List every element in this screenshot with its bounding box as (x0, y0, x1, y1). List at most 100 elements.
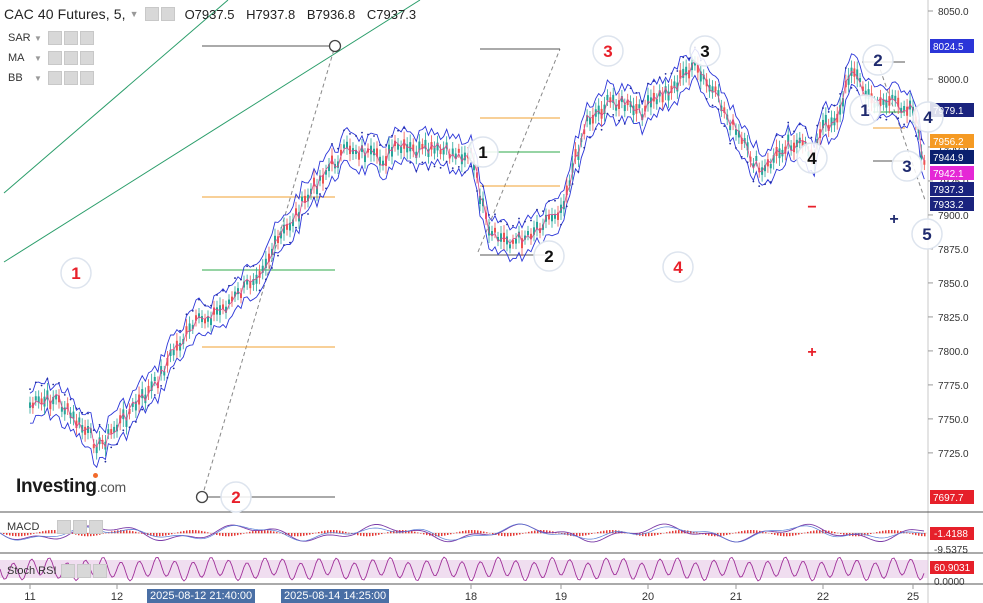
macd-histogram-bar (735, 532, 737, 534)
macd-histogram-bar (315, 532, 317, 534)
candle-body (430, 142, 433, 150)
sar-dot (530, 219, 532, 222)
candle-body (89, 428, 92, 433)
macd-histogram-bar (699, 533, 701, 534)
eye-icon[interactable] (144, 7, 159, 21)
indicator-ma[interactable]: MA ▼ (8, 51, 96, 65)
sar-dot (885, 118, 888, 121)
sar-dot (104, 460, 107, 463)
candle-body (301, 196, 303, 202)
macd-histogram-bar (915, 533, 917, 536)
sar-dot (439, 166, 442, 169)
macd-histogram-bar (372, 533, 374, 536)
stoch-panel-label[interactable]: Stoch RSI (7, 564, 109, 578)
eye-icon[interactable] (47, 51, 62, 65)
sar-dot (391, 134, 393, 137)
macd-histogram-bar (744, 530, 746, 534)
macd-histogram-bar (165, 533, 167, 536)
macd-panel-label[interactable]: MACD (7, 520, 105, 534)
macd-histogram-bar (654, 533, 656, 536)
macd-histogram-bar (483, 531, 485, 534)
candle-body (583, 129, 586, 135)
macd-histogram-bar (666, 532, 668, 534)
candle-body (676, 82, 679, 92)
indicator-bb[interactable]: BB ▼ (8, 71, 96, 85)
eye-icon[interactable] (47, 71, 62, 85)
macd-histogram-bar (417, 532, 419, 534)
close-icon[interactable] (89, 520, 104, 534)
anchor-point (328, 39, 342, 53)
settings-icon[interactable] (63, 51, 78, 65)
sar-dot (128, 426, 131, 429)
candle-body (679, 70, 682, 79)
chevron-down-icon[interactable]: ▼ (34, 33, 42, 43)
macd-histogram-bar (411, 531, 413, 534)
eye-icon[interactable] (57, 520, 72, 534)
candle-body (693, 61, 696, 66)
settings-icon[interactable] (76, 564, 91, 578)
indicator-sar[interactable]: SAR ▼ (8, 31, 96, 45)
macd-histogram-bar (492, 533, 494, 535)
eye-icon[interactable] (60, 564, 75, 578)
sar-dot (897, 117, 900, 120)
sar-dot (69, 398, 72, 401)
chevron-down-icon[interactable]: ▼ (34, 73, 42, 83)
projection-line (201, 45, 336, 498)
candle-body (415, 151, 418, 159)
eye-icon[interactable] (47, 31, 62, 45)
candle-body (885, 99, 888, 108)
macd-histogram-bar (465, 530, 467, 534)
symbol-title[interactable]: CAC 40 Futures, 5, (4, 6, 126, 22)
close-icon[interactable] (79, 71, 94, 85)
macd-histogram-bar (912, 533, 914, 535)
candle-body (463, 152, 466, 161)
chevron-down-icon[interactable]: ▼ (129, 9, 139, 19)
macd-histogram-bar (378, 533, 380, 535)
sar-dot (325, 187, 327, 190)
candle-body (618, 100, 620, 110)
macd-histogram-bar (129, 530, 131, 534)
price-badge (930, 166, 974, 180)
candle-body (626, 99, 629, 106)
macd-histogram-bar (120, 530, 122, 534)
indicator-ma-label: MA (8, 52, 25, 64)
chevron-down-icon[interactable]: ▼ (34, 53, 42, 63)
macd-histogram-bar (537, 530, 539, 534)
sar-dot (787, 121, 790, 124)
macd-histogram-bar (327, 530, 329, 534)
candle-body (376, 148, 378, 157)
candle-body (769, 163, 772, 169)
stoch-value-label: 60.9031 (934, 563, 971, 574)
candle-body (554, 214, 556, 219)
close-icon[interactable] (79, 31, 94, 45)
macd-histogram-bar (447, 533, 449, 536)
close-icon[interactable] (79, 51, 94, 65)
settings-icon[interactable] (160, 7, 175, 21)
macd-histogram-bar (750, 530, 752, 534)
settings-icon[interactable] (63, 31, 78, 45)
candle-body (655, 98, 658, 105)
macd-value-badge (930, 527, 974, 540)
macd-histogram-bar (729, 533, 731, 535)
candle-body (451, 148, 454, 156)
settings-icon[interactable] (73, 520, 88, 534)
wave-label-circle (592, 35, 624, 67)
crosshair-time-tag: 2025-08-14 14:25:00 (281, 589, 390, 603)
candle-body (131, 402, 134, 407)
candle-body (204, 318, 206, 324)
candle-body (382, 160, 384, 166)
indicator-bb-label: BB (8, 72, 23, 84)
macd-histogram-bar (741, 531, 743, 534)
sar-dot (252, 265, 255, 267)
close-icon[interactable] (92, 564, 107, 578)
macd-histogram-bar (816, 530, 818, 534)
wave-label-circle (533, 240, 565, 272)
sar-dot (711, 104, 714, 107)
sar-dot (349, 132, 351, 135)
candle-body (283, 224, 285, 234)
settings-icon[interactable] (63, 71, 78, 85)
candle-body (400, 146, 403, 154)
candle-body (839, 105, 842, 115)
macd-histogram-bar (33, 533, 35, 534)
macd-histogram-bar (456, 532, 458, 534)
